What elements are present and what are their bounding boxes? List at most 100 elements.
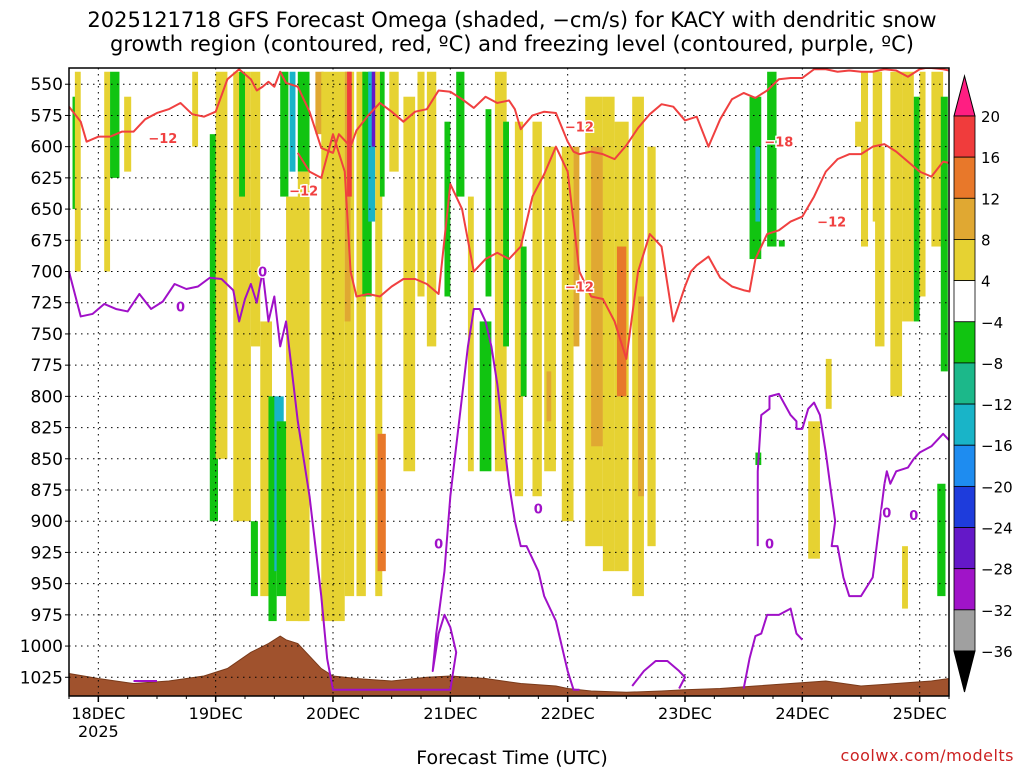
dgz-bottom-contour [296, 133, 949, 360]
colorbar-label: −8 [981, 355, 1003, 373]
omega-shading [72, 71, 948, 622]
colorbar-swatch [953, 609, 976, 652]
freezing-contour [69, 270, 580, 691]
freezing-label: 0 [434, 538, 443, 553]
terrain [69, 635, 949, 696]
omega-cell [215, 71, 228, 459]
freezing-contour [631, 660, 686, 689]
x-tick-label: 24DEC [775, 704, 829, 723]
y-tick-label: 875 [31, 481, 63, 501]
omega-cell [276, 421, 289, 597]
colorbar-label: −16 [981, 437, 1013, 455]
dendritic-growth-contours: −12 −12 −18 −12 −12 −12 [69, 68, 949, 360]
omega-cell [546, 371, 552, 422]
y-tick-label: 800 [31, 387, 63, 407]
colorbar-label: 8 [981, 231, 991, 249]
colorbar-swatch [953, 362, 976, 405]
omega-cell [356, 71, 366, 597]
omega-cell [377, 433, 386, 572]
y-tick-label: 1000 [20, 637, 63, 657]
omega-cell [104, 71, 111, 272]
y-tick-label: 975 [31, 606, 63, 626]
colorbar-label: 12 [981, 190, 1000, 208]
omega-cell [456, 71, 465, 197]
freezing-contour [883, 432, 949, 485]
colorbar-label: −4 [981, 314, 1003, 332]
colorbar-swatch [953, 444, 976, 487]
credit-link[interactable]: coolwx.com/modelts [840, 746, 1014, 765]
y-tick-label: 650 [31, 200, 63, 220]
y-tick-label: 600 [31, 138, 63, 158]
omega-cell [297, 71, 310, 172]
omega-cell [289, 71, 296, 172]
omega-cell [321, 71, 345, 622]
colorbar-swatch [953, 321, 976, 364]
omega-cell [778, 240, 785, 247]
omega-cell [362, 71, 372, 297]
colorbar-label: −28 [981, 561, 1013, 579]
omega-cell [902, 71, 914, 322]
omega-cell [280, 71, 289, 197]
colorbar-swatch [953, 527, 976, 570]
chart-title-line-1: 2025121718 GFS Forecast Omega (shaded, −… [87, 8, 937, 32]
omega-cell [940, 96, 948, 372]
colorbar-label: 20 [981, 108, 1000, 126]
omega-cell [233, 71, 251, 522]
y-tick-label: 625 [31, 169, 63, 189]
colorbar-label: −12 [981, 396, 1013, 414]
omega-cell [825, 358, 832, 409]
omega-cell [250, 521, 258, 597]
omega-cell [344, 71, 351, 322]
colorbar-swatch [953, 156, 976, 199]
omega-cell [532, 121, 542, 497]
terrain-area [69, 635, 949, 696]
colorbar: 20 16 12 8 4 −4 −8 −12 −16 −20 −24 −28 −32 −36 [953, 74, 1013, 693]
colorbar-bottom-arrow [953, 650, 976, 693]
omega-cell [638, 296, 644, 497]
freezing-label: 0 [176, 300, 185, 315]
freezing-label: 0 [882, 506, 891, 521]
omega-cell [890, 71, 903, 397]
omega-cell [494, 71, 507, 472]
omega-cell [239, 71, 245, 197]
omega-cell [344, 71, 355, 597]
freezing-label: 0 [534, 503, 543, 518]
y-tick-label: 925 [31, 543, 63, 563]
omega-cell [110, 71, 120, 178]
omega-cell [514, 121, 524, 497]
colorbar-label: 4 [981, 273, 991, 291]
colorbar-label: −20 [981, 478, 1013, 496]
omega-cell [417, 71, 425, 297]
omega-cell [616, 246, 627, 397]
omega-cell [403, 96, 416, 472]
x-tick-sublabel: 2025 [78, 722, 119, 741]
colorbar-swatch [953, 568, 976, 611]
omega-cell [347, 71, 352, 197]
y-tick-label: 575 [31, 106, 63, 126]
colorbar-swatch [953, 485, 976, 528]
omega-cell [861, 71, 869, 247]
omega-cell [647, 146, 656, 547]
omega-cell [931, 71, 944, 247]
dgz-label: −12 [289, 184, 318, 199]
x-tick-label: 25DEC [893, 704, 947, 723]
y-tick-label: 950 [31, 575, 63, 595]
freezing-contour [756, 392, 886, 598]
colorbar-label: −36 [981, 643, 1013, 661]
y-tick-label: 675 [31, 231, 63, 251]
omega-cell [503, 121, 509, 347]
colorbar-swatch [953, 280, 976, 323]
y-tick-label: 700 [31, 263, 63, 283]
colorbar-label: −32 [981, 602, 1013, 620]
x-tick-label: 23DEC [658, 704, 712, 723]
omega-cell [485, 109, 492, 297]
omega-cell [315, 71, 324, 135]
omega-cell [375, 71, 383, 597]
colorbar-label: −24 [981, 520, 1013, 538]
y-tick-label: 850 [31, 450, 63, 470]
omega-cell [591, 146, 603, 447]
omega-cell [192, 71, 199, 147]
y-tick-label: 825 [31, 419, 63, 439]
